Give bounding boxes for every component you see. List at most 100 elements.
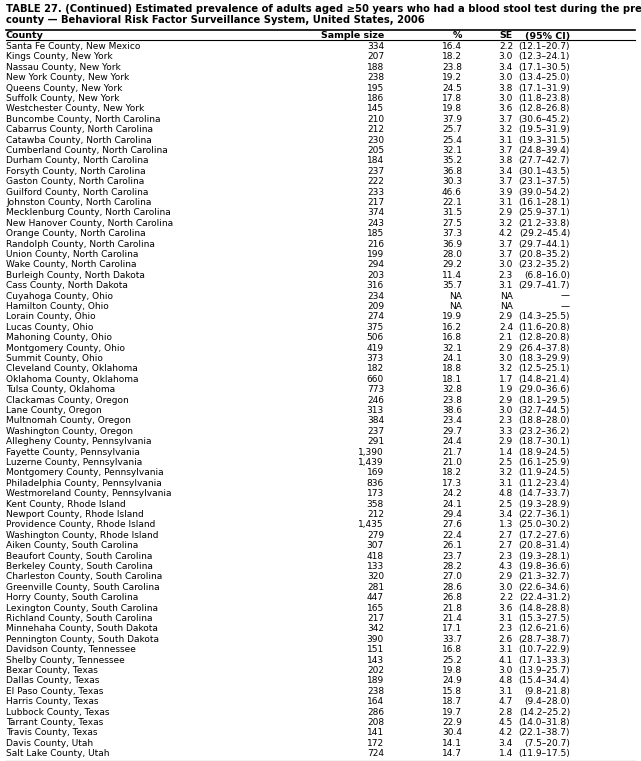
Text: 205: 205 (367, 146, 384, 155)
Text: SE: SE (500, 31, 513, 40)
Text: 291: 291 (367, 438, 384, 446)
Text: 2.3: 2.3 (499, 624, 513, 633)
Text: 447: 447 (367, 594, 384, 602)
Text: 35.2: 35.2 (442, 157, 462, 165)
Text: 4.8: 4.8 (499, 489, 513, 498)
Text: 3.4: 3.4 (499, 739, 513, 748)
Text: 31.5: 31.5 (442, 209, 462, 218)
Text: (20.8–35.2): (20.8–35.2) (519, 250, 570, 259)
Text: 334: 334 (367, 42, 384, 51)
Text: 21.7: 21.7 (442, 447, 462, 457)
Text: Burleigh County, North Dakota: Burleigh County, North Dakota (6, 271, 145, 280)
Text: 24.2: 24.2 (442, 489, 462, 498)
Text: 209: 209 (367, 302, 384, 311)
Text: 375: 375 (367, 323, 384, 332)
Text: 3.0: 3.0 (499, 94, 513, 103)
Text: Philadelphia County, Pennsylvania: Philadelphia County, Pennsylvania (6, 479, 162, 488)
Text: 3.1: 3.1 (499, 479, 513, 488)
Text: El Paso County, Texas: El Paso County, Texas (6, 686, 103, 696)
Text: (12.1–20.7): (12.1–20.7) (519, 42, 570, 51)
Text: 16.8: 16.8 (442, 645, 462, 654)
Text: Washington County, Oregon: Washington County, Oregon (6, 427, 133, 436)
Text: (15.4–34.4): (15.4–34.4) (519, 677, 570, 686)
Text: 26.1: 26.1 (442, 541, 462, 550)
Text: 189: 189 (367, 677, 384, 686)
Text: 29.4: 29.4 (442, 510, 462, 519)
Text: 145: 145 (367, 104, 384, 113)
Text: county — Behavioral Risk Factor Surveillance System, United States, 2006: county — Behavioral Risk Factor Surveill… (6, 15, 425, 25)
Text: (17.1–30.5): (17.1–30.5) (519, 63, 570, 72)
Text: Bexar County, Texas: Bexar County, Texas (6, 666, 98, 675)
Text: Nassau County, New York: Nassau County, New York (6, 63, 121, 72)
Text: 2.3: 2.3 (499, 552, 513, 561)
Text: (22.1–38.7): (22.1–38.7) (519, 728, 570, 737)
Text: 18.2: 18.2 (442, 53, 462, 62)
Text: 3.7: 3.7 (499, 115, 513, 124)
Text: 188: 188 (367, 63, 384, 72)
Text: (14.8–28.8): (14.8–28.8) (519, 603, 570, 613)
Text: 14.7: 14.7 (442, 749, 462, 758)
Text: 27.5: 27.5 (442, 219, 462, 228)
Text: —: — (561, 302, 570, 311)
Text: Kent County, Rhode Island: Kent County, Rhode Island (6, 500, 126, 508)
Text: 374: 374 (367, 209, 384, 218)
Text: (9.4–28.0): (9.4–28.0) (524, 697, 570, 706)
Text: (20.8–31.4): (20.8–31.4) (519, 541, 570, 550)
Text: 3.6: 3.6 (499, 104, 513, 113)
Text: 184: 184 (367, 157, 384, 165)
Text: 18.8: 18.8 (442, 365, 462, 374)
Text: 21.8: 21.8 (442, 603, 462, 613)
Text: (11.9–17.5): (11.9–17.5) (519, 749, 570, 758)
Text: NA: NA (449, 291, 462, 301)
Text: 30.3: 30.3 (442, 177, 462, 186)
Text: 3.2: 3.2 (499, 469, 513, 477)
Text: Cleveland County, Oklahoma: Cleveland County, Oklahoma (6, 365, 138, 374)
Text: 19.8: 19.8 (442, 104, 462, 113)
Text: Randolph County, North Carolina: Randolph County, North Carolina (6, 240, 155, 249)
Text: 21.4: 21.4 (442, 614, 462, 623)
Text: 29.7: 29.7 (442, 427, 462, 436)
Text: Mecklenburg County, North Carolina: Mecklenburg County, North Carolina (6, 209, 171, 218)
Text: 15.8: 15.8 (442, 686, 462, 696)
Text: Minnehaha County, South Dakota: Minnehaha County, South Dakota (6, 624, 158, 633)
Text: (14.7–33.7): (14.7–33.7) (519, 489, 570, 498)
Text: Travis County, Texas: Travis County, Texas (6, 728, 97, 737)
Text: (27.7–42.7): (27.7–42.7) (519, 157, 570, 165)
Text: 2.9: 2.9 (499, 209, 513, 218)
Text: (19.5–31.9): (19.5–31.9) (519, 126, 570, 134)
Text: Oklahoma County, Oklahoma: Oklahoma County, Oklahoma (6, 375, 138, 384)
Text: 2.9: 2.9 (499, 572, 513, 581)
Text: Allegheny County, Pennsylvania: Allegheny County, Pennsylvania (6, 438, 151, 446)
Text: 33.7: 33.7 (442, 635, 462, 644)
Text: 286: 286 (367, 708, 384, 717)
Text: (32.7–44.5): (32.7–44.5) (519, 406, 570, 415)
Text: Kings County, New York: Kings County, New York (6, 53, 113, 62)
Text: 2.9: 2.9 (499, 438, 513, 446)
Text: (14.2–25.2): (14.2–25.2) (519, 708, 570, 717)
Text: 2.2: 2.2 (499, 42, 513, 51)
Text: 19.8: 19.8 (442, 666, 462, 675)
Text: 169: 169 (367, 469, 384, 477)
Text: 2.8: 2.8 (499, 708, 513, 717)
Text: 141: 141 (367, 728, 384, 737)
Text: 3.1: 3.1 (499, 282, 513, 290)
Text: (14.0–31.8): (14.0–31.8) (519, 718, 570, 727)
Text: 3.1: 3.1 (499, 198, 513, 207)
Text: 2.3: 2.3 (499, 271, 513, 280)
Text: Summit County, Ohio: Summit County, Ohio (6, 354, 103, 363)
Text: 18.7: 18.7 (442, 697, 462, 706)
Text: Salt Lake County, Utah: Salt Lake County, Utah (6, 749, 110, 758)
Text: 234: 234 (367, 291, 384, 301)
Text: 4.2: 4.2 (499, 229, 513, 238)
Text: 3.1: 3.1 (499, 645, 513, 654)
Text: 32.1: 32.1 (442, 344, 462, 352)
Text: 3.4: 3.4 (499, 510, 513, 519)
Text: Shelby County, Tennessee: Shelby County, Tennessee (6, 655, 125, 664)
Text: Providence County, Rhode Island: Providence County, Rhode Island (6, 521, 155, 530)
Text: (9.8–21.8): (9.8–21.8) (524, 686, 570, 696)
Text: (25.9–37.1): (25.9–37.1) (519, 209, 570, 218)
Text: 217: 217 (367, 198, 384, 207)
Text: (14.3–25.5): (14.3–25.5) (519, 313, 570, 321)
Text: Clackamas County, Oregon: Clackamas County, Oregon (6, 396, 129, 405)
Text: (21.3–32.7): (21.3–32.7) (519, 572, 570, 581)
